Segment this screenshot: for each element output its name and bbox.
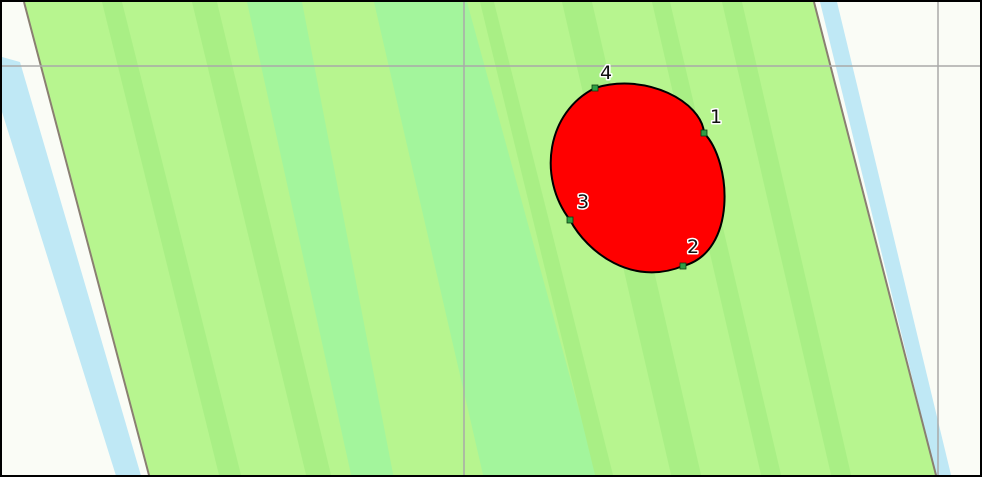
vertex-label-3: 3 bbox=[577, 191, 589, 213]
vertex-marker-4[interactable] bbox=[591, 84, 599, 92]
vertex-label-1: 1 bbox=[710, 106, 722, 128]
strip-center bbox=[374, 2, 597, 475]
field-boundary-right bbox=[813, 2, 938, 475]
vertex-markers bbox=[566, 84, 708, 270]
field-boundary-left bbox=[23, 2, 150, 475]
water-edge-right bbox=[820, 2, 952, 475]
vertex-marker-3[interactable] bbox=[566, 216, 574, 224]
vertex-marker-2[interactable] bbox=[679, 262, 687, 270]
strip-left bbox=[247, 2, 394, 475]
vertex-label-2: 2 bbox=[687, 236, 699, 258]
ditch-line bbox=[480, 2, 613, 475]
vertex-label-4: 4 bbox=[600, 62, 612, 84]
vertex-marker-1[interactable] bbox=[700, 129, 708, 137]
water-edge-left bbox=[2, 57, 141, 475]
